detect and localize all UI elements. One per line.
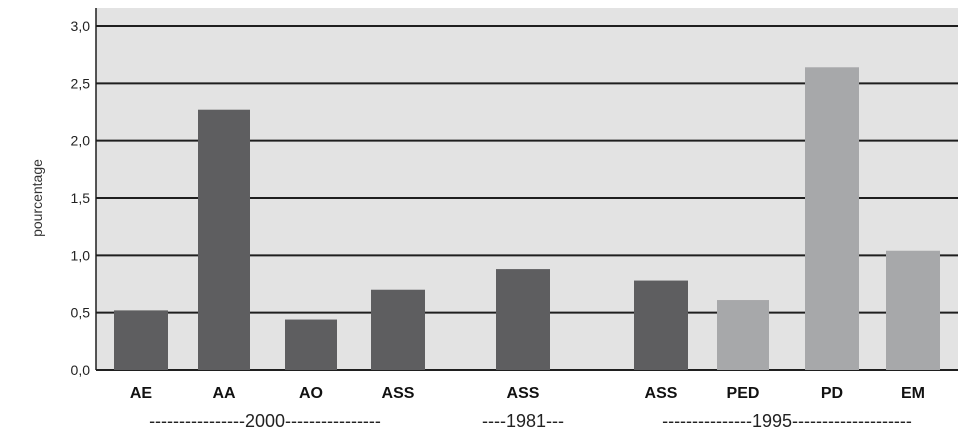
y-tick-label: 1,0	[71, 247, 91, 263]
category-label: ASS	[645, 385, 678, 402]
bar	[496, 269, 550, 370]
y-tick-label: 3,0	[71, 18, 91, 34]
y-tick-label: 2,5	[71, 75, 91, 91]
category-label: AO	[299, 385, 323, 402]
y-tick-label: 0,5	[71, 305, 91, 321]
bar	[634, 280, 688, 370]
bar	[805, 67, 859, 370]
y-tick-label: 0,0	[71, 362, 91, 378]
bar	[114, 310, 168, 370]
bar	[371, 289, 425, 370]
bar	[886, 250, 940, 370]
category-label: AE	[130, 385, 153, 402]
y-tick-label: 2,0	[71, 133, 91, 149]
bar	[285, 319, 337, 370]
category-label: AA	[212, 385, 236, 402]
bar	[198, 109, 250, 370]
group-label: ----------------2000----------------	[149, 411, 381, 431]
category-label: PED	[727, 385, 760, 402]
category-label: ASS	[507, 385, 540, 402]
category-label: EM	[901, 385, 925, 402]
y-tick-label: 1,5	[71, 190, 91, 206]
category-label: PD	[821, 385, 843, 402]
y-axis-label: pourcentage	[29, 159, 45, 237]
group-label: ----1981---	[482, 411, 564, 431]
category-label: ASS	[382, 385, 415, 402]
group-label: ---------------1995--------------------	[662, 411, 912, 431]
bar	[717, 300, 769, 370]
